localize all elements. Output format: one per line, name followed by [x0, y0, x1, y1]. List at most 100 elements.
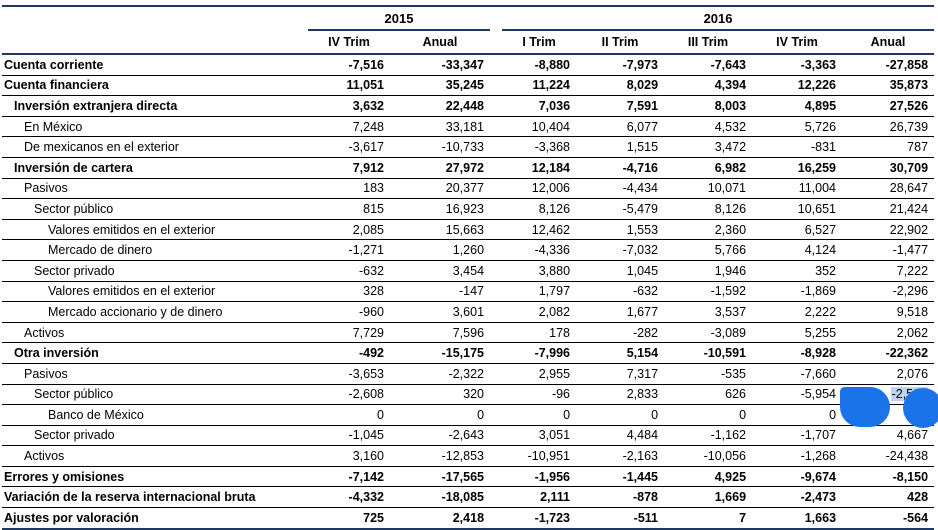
value-cell: -1,723 — [502, 507, 577, 530]
value-cell: -2,643 — [390, 425, 491, 447]
value-cell: 7 — [664, 507, 753, 530]
value-cell: -96 — [502, 384, 577, 406]
table-row: Pasivos 183 20,377 12,006 -4,434 10,071 11,004… — [2, 178, 935, 200]
value-cell: 4,484 — [576, 425, 665, 447]
value-cell: 2,085 — [308, 219, 390, 241]
value-cell: 0 — [752, 404, 843, 426]
row-label: Cuenta corriente — [2, 54, 308, 76]
value-cell: 5,154 — [576, 342, 665, 364]
value-cell: 12,184 — [502, 157, 577, 179]
value-cell: 815 — [308, 198, 390, 220]
table-row: Cuenta financiera 11,051 35,245 11,224 8,029… — [2, 75, 935, 97]
value-cell: 15,663 — [390, 219, 491, 241]
value-cell: 8,126 — [664, 198, 753, 220]
table-row: Mercado de dinero -1,271 1,260 -4,336 -7,032… — [2, 239, 935, 261]
row-label: Pasivos — [2, 363, 308, 385]
value-cell: -22,362 — [842, 342, 935, 364]
value-cell: -8,150 — [842, 466, 935, 488]
value-cell: -564 — [842, 507, 935, 530]
value-cell: 178 — [502, 322, 577, 344]
balance-of-payments-table-container: 2015 2016 IV Trim Anual I Trim II Trim I… — [2, 5, 935, 530]
value-cell: 2,076 — [842, 363, 935, 385]
value-cell: 1,797 — [502, 281, 577, 303]
value-cell: -33,347 — [390, 54, 491, 76]
gap-cell — [490, 198, 503, 220]
value-cell: 4,124 — [752, 239, 843, 261]
value-cell: 9,518 — [842, 301, 935, 323]
value-cell: 27,526 — [842, 95, 935, 117]
value-cell: -15,175 — [390, 342, 491, 364]
value-cell: -7,973 — [576, 54, 665, 76]
value-cell: 7,596 — [390, 322, 491, 344]
value-cell: 7,222 — [842, 260, 935, 282]
value-cell: 28,647 — [842, 178, 935, 200]
gap-cell — [490, 30, 503, 55]
row-label: Inversión extranjera directa — [2, 95, 308, 117]
col-header: IV Trim — [308, 30, 390, 55]
value-cell: 2,111 — [502, 486, 577, 509]
value-cell: -4,332 — [308, 486, 390, 509]
value-cell: 5,255 — [752, 322, 843, 344]
col-header: IV Trim — [752, 30, 843, 55]
gap-cell — [490, 301, 503, 323]
value-cell: 1,553 — [576, 219, 665, 241]
value-cell: -1,592 — [664, 281, 753, 303]
value-cell: 7,729 — [308, 322, 390, 344]
value-cell: -27,858 — [842, 54, 935, 76]
gap-cell — [490, 136, 503, 158]
value-cell: 20,377 — [390, 178, 491, 200]
row-label: Errores y omisiones — [2, 466, 308, 488]
value-cell: -1,445 — [576, 466, 665, 488]
row-label: Sector privado — [2, 260, 308, 282]
value-cell: 6,077 — [576, 116, 665, 138]
value-cell: 352 — [752, 260, 843, 282]
value-cell: -5,479 — [576, 198, 665, 220]
table-row: Inversión extranjera directa 3,632 22,448 7… — [2, 95, 935, 117]
value-cell: -5,954 — [752, 384, 843, 406]
col-header: Anual — [390, 30, 491, 55]
value-cell: 21,424 — [842, 198, 935, 220]
value-cell: 183 — [308, 178, 390, 200]
value-cell: 2,082 — [502, 301, 577, 323]
gap-cell — [490, 486, 503, 509]
row-label: Activos — [2, 445, 308, 467]
value-cell: -3,368 — [502, 136, 577, 158]
value-cell: 1,663 — [752, 507, 843, 530]
gap-cell — [490, 404, 503, 426]
table-row: Banco de México0000000 — [2, 404, 935, 426]
value-cell: 11,004 — [752, 178, 843, 200]
table-row: Otra inversión -492 -15,175 -7,996 5,154 -10,… — [2, 342, 935, 364]
row-label: Cuenta financiera — [2, 75, 308, 97]
value-cell: 725 — [308, 507, 390, 530]
gap-cell — [490, 445, 503, 467]
value-cell: 5,726 — [752, 116, 843, 138]
gap-cell — [490, 384, 503, 406]
value-cell: 7,317 — [576, 363, 665, 385]
table-row: Pasivos -3,653 -2,322 2,955 7,317 -535 -7,660 2… — [2, 363, 935, 385]
value-cell: -1,268 — [752, 445, 843, 467]
value-cell: -18,085 — [390, 486, 491, 509]
value-cell: 0 — [308, 404, 390, 426]
value-cell: 428 — [842, 486, 935, 509]
value-cell: -7,643 — [664, 54, 753, 76]
col-header: I Trim — [502, 30, 577, 55]
value-cell: 11,051 — [308, 75, 390, 97]
table-row: En México 7,248 33,181 10,404 6,077 4,532 5,72… — [2, 116, 935, 138]
value-cell: -7,032 — [576, 239, 665, 261]
row-label: Sector público — [2, 384, 308, 406]
value-cell: 1,669 — [664, 486, 753, 509]
blank-label-header — [2, 30, 308, 55]
value-cell: 4,925 — [664, 466, 753, 488]
value-cell: 30,709 — [842, 157, 935, 179]
value-cell: 11,224 — [502, 75, 577, 97]
gap-header-cell — [490, 5, 503, 30]
table-row: Ajustes por valoración 725 2,418 -1,723 -511… — [2, 507, 935, 530]
table-row: Cuenta corriente -7,516 -33,347 -8,880 -7,97… — [2, 54, 935, 76]
value-cell: 10,651 — [752, 198, 843, 220]
value-cell: 16,923 — [390, 198, 491, 220]
value-cell: 3,632 — [308, 95, 390, 117]
value-cell: 35,245 — [390, 75, 491, 97]
value-cell: 4,532 — [664, 116, 753, 138]
value-cell: 22,448 — [390, 95, 491, 117]
value-cell: -24,438 — [842, 445, 935, 467]
